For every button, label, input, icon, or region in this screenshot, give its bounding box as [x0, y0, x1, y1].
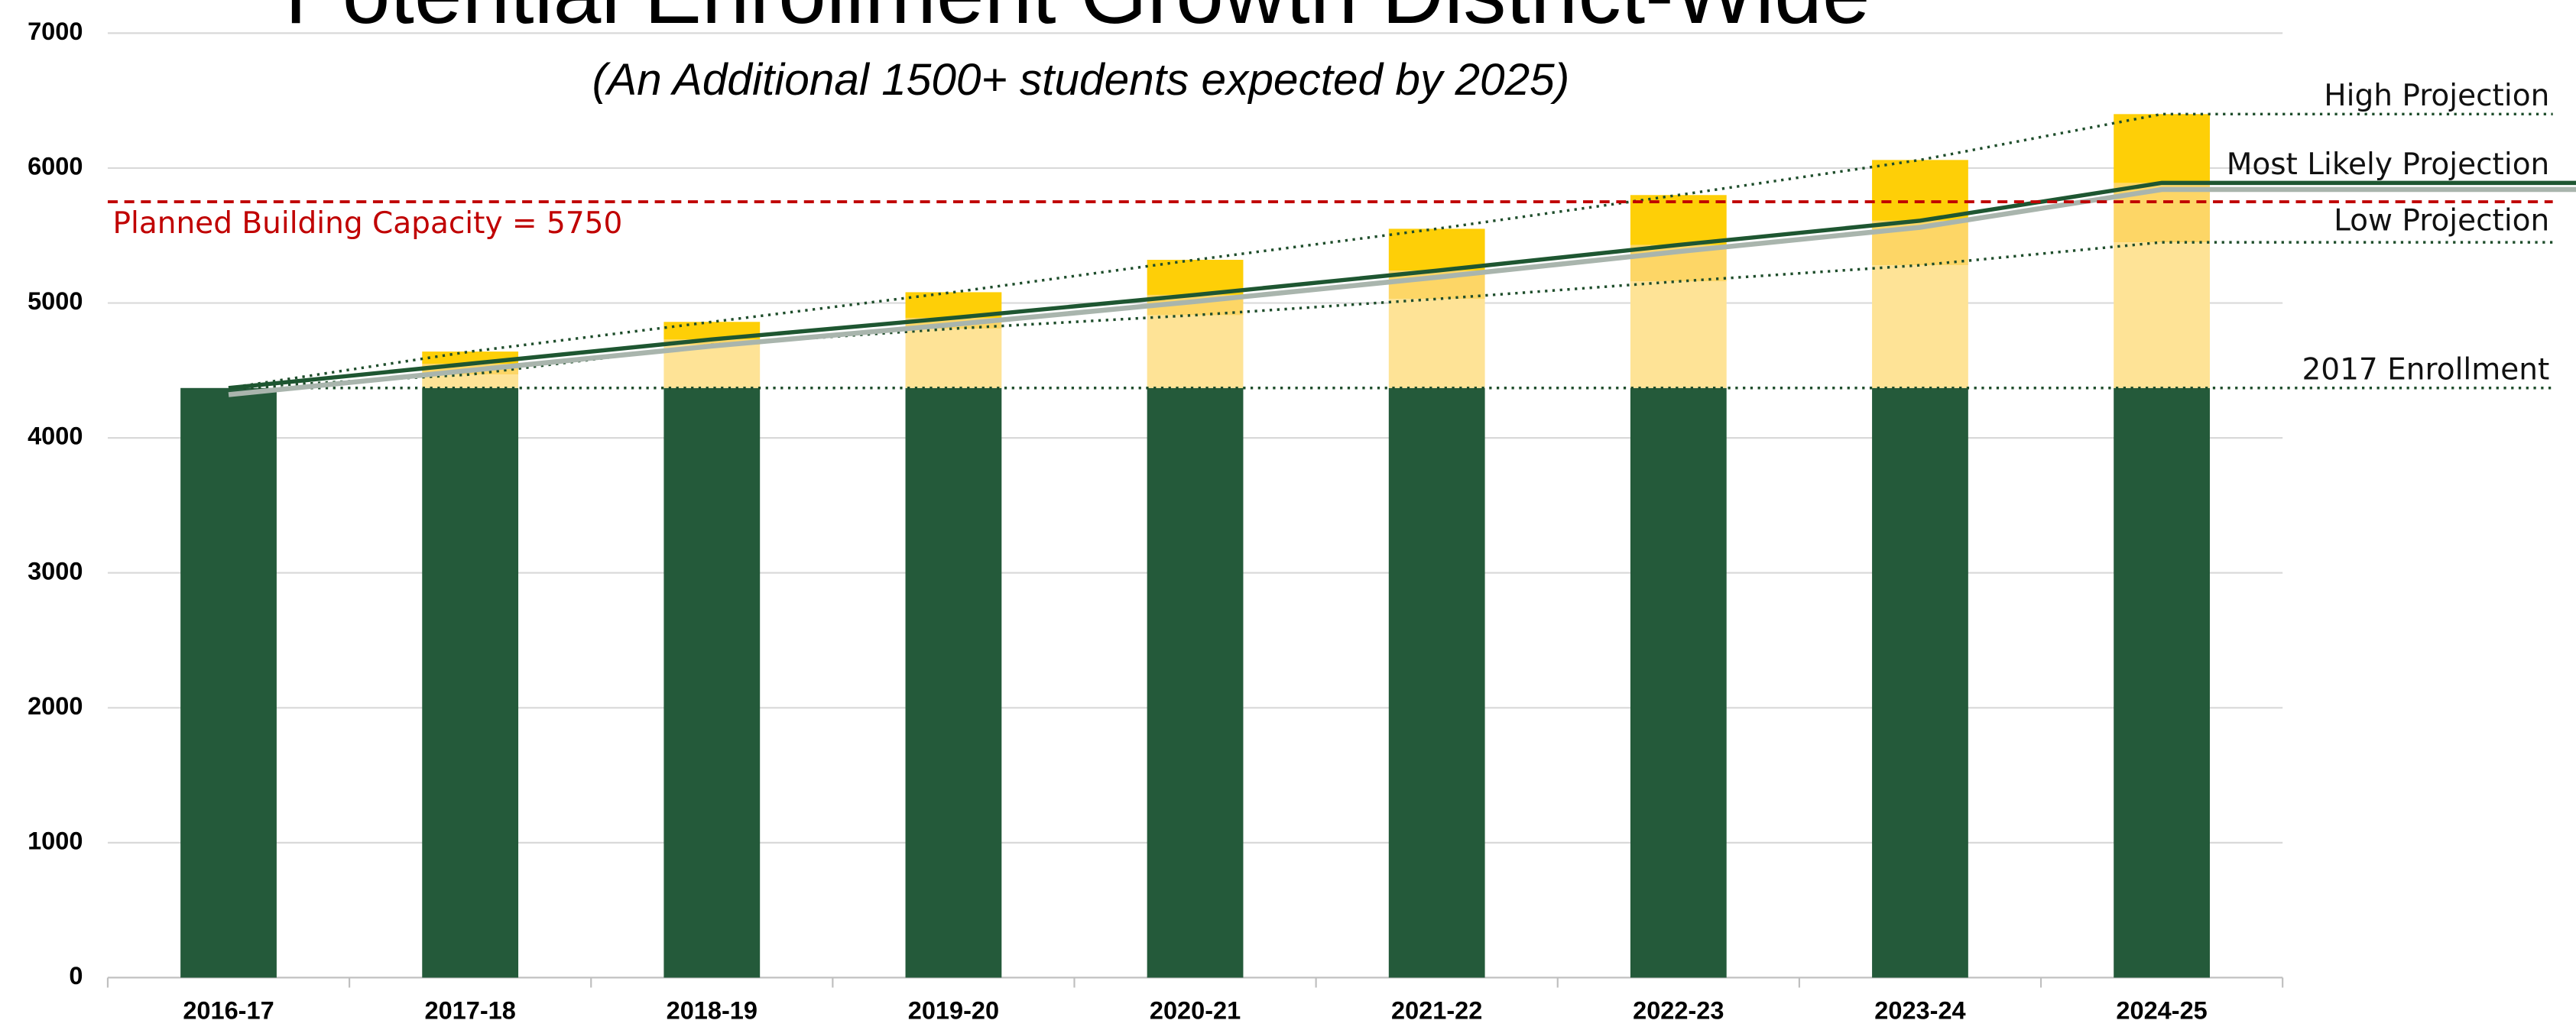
series-label: Low Projection [2334, 204, 2549, 238]
series-label: 2017 Enrollment [2302, 353, 2549, 387]
x-tick-label: 2020-21 [1150, 997, 1241, 1025]
series-label: Most Likely Projection [2227, 147, 2550, 182]
bar-segment [180, 387, 277, 978]
bar-segment [422, 374, 519, 388]
bar-segment [2114, 114, 2210, 183]
x-tick-label: 2022-23 [1633, 997, 1724, 1025]
y-tick-label: 2000 [28, 692, 83, 720]
bar-segment [2114, 242, 2210, 388]
projection-line-shadow [228, 186, 2576, 397]
bar-segment [1147, 387, 1244, 978]
bar-segment [422, 387, 519, 978]
x-tick-label: 2024-25 [2116, 997, 2207, 1025]
bar-segment [1630, 195, 1727, 245]
bar-segment [663, 345, 761, 388]
y-tick-label: 0 [69, 962, 83, 990]
x-tick-label: 2019-20 [908, 997, 999, 1025]
bar-segment [905, 387, 1002, 978]
bar-segment [1147, 260, 1244, 295]
bar-segment [663, 339, 761, 345]
bar-segment [905, 329, 1002, 388]
bar-segment [1872, 160, 1968, 221]
bar-segment [1630, 281, 1727, 388]
y-tick-label: 3000 [28, 557, 83, 585]
x-tick-label: 2021-22 [1391, 997, 1482, 1025]
bar-segment [1388, 387, 1485, 978]
chart-subtitle: (An Additional 1500+ students expected b… [592, 55, 1570, 105]
y-tick-label: 1000 [28, 827, 83, 854]
bar-segment [1872, 265, 1968, 388]
x-tick-label: 2017-18 [424, 997, 515, 1025]
y-tick-label: 4000 [28, 423, 83, 450]
bar-segment [1872, 387, 1968, 978]
bar-segment [663, 387, 761, 978]
x-tick-label: 2018-19 [667, 997, 758, 1025]
reference-label: Planned Building Capacity = 5750 [112, 206, 622, 241]
bar-segment [1388, 228, 1485, 271]
bar-segment [2114, 387, 2210, 978]
x-tick-label: 2016-17 [183, 997, 274, 1025]
bar-segment [663, 322, 761, 340]
bar-segment [1388, 299, 1485, 388]
projection-line [228, 241, 2553, 390]
y-tick-label: 5000 [28, 287, 83, 315]
projection-line [228, 112, 2553, 390]
projection-line [228, 180, 2576, 390]
bar-segment [1147, 315, 1244, 388]
chart-title: Potential Enrollment Growth District-Wid… [285, 0, 1870, 41]
y-tick-label: 7000 [28, 18, 83, 45]
bar-segment [1630, 387, 1727, 978]
x-tick-label: 2023-24 [1874, 997, 1965, 1025]
series-label: High Projection [2324, 79, 2549, 113]
y-tick-label: 6000 [28, 153, 83, 180]
